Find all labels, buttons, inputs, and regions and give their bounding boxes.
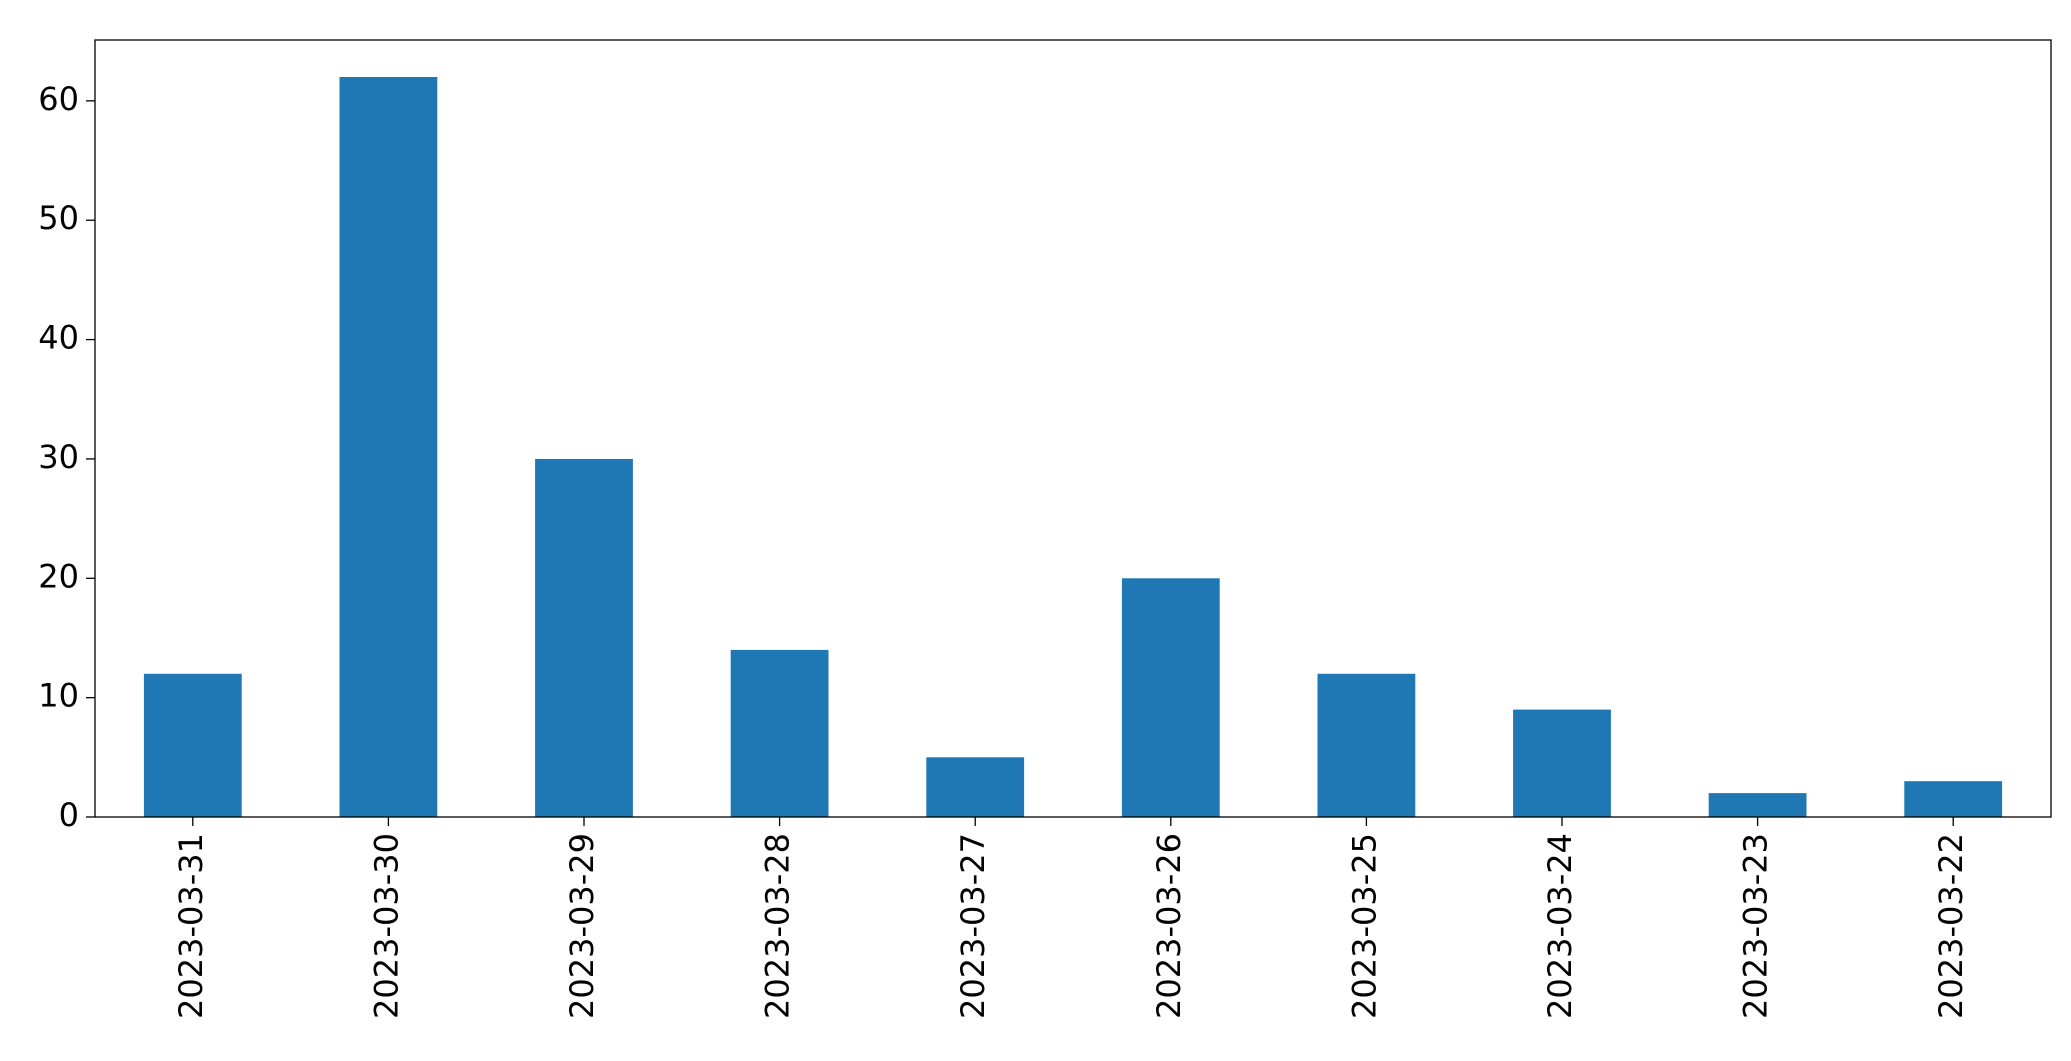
bar (1317, 673, 1416, 817)
bar (143, 673, 242, 817)
x-tick-label: 2023-03-25 (1345, 833, 1383, 1019)
bar (1513, 709, 1611, 817)
bar (535, 458, 633, 817)
x-tick-label: 2023-03-29 (563, 833, 601, 1019)
bar (926, 757, 1025, 817)
y-tick-label: 20 (38, 557, 79, 595)
y-tick-label: 10 (38, 677, 79, 715)
bar (339, 77, 438, 817)
x-tick-label: 2023-03-22 (1932, 833, 1970, 1019)
y-tick-label: 0 (59, 796, 79, 834)
x-tick-label: 2023-03-27 (954, 833, 992, 1019)
bar (1708, 793, 1807, 817)
x-tick-label: 2023-03-30 (367, 833, 405, 1019)
x-tick-label: 2023-03-23 (1737, 833, 1775, 1019)
y-tick-label: 50 (38, 199, 79, 237)
bar (730, 649, 829, 817)
x-tick-label: 2023-03-26 (1150, 833, 1188, 1019)
y-tick-label: 60 (38, 80, 79, 118)
axes-frame (94, 39, 2052, 818)
y-tick-label: 40 (38, 319, 79, 357)
x-tick-label: 2023-03-24 (1541, 833, 1579, 1019)
x-tick-label: 2023-03-28 (759, 833, 797, 1019)
bar (1904, 781, 2003, 817)
bar (1121, 578, 1220, 817)
x-tick-label: 2023-03-31 (172, 833, 210, 1019)
y-tick-label: 30 (38, 438, 79, 476)
